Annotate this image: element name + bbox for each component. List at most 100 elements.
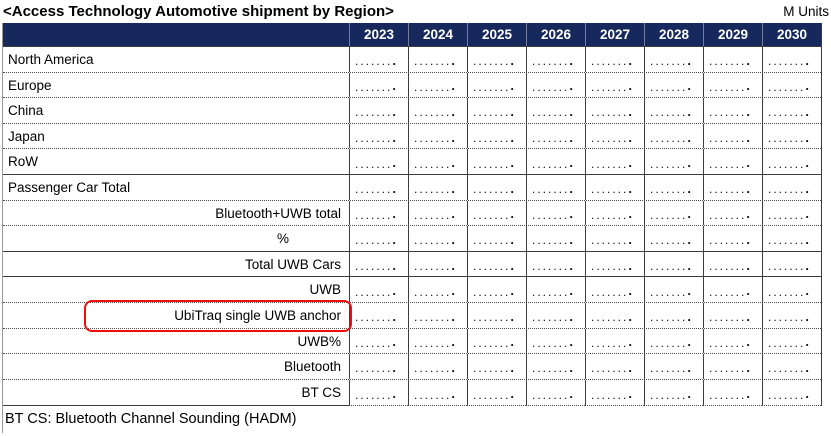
data-cell-uwb-percent-2029[interactable]: ........	[703, 328, 762, 354]
data-cell-europe-2027[interactable]: ........	[585, 72, 644, 98]
data-cell-bluetooth-2025[interactable]: ........	[467, 354, 526, 379]
data-cell-row-2027[interactable]: ........	[585, 149, 644, 174]
data-cell-ubitraq-single-uwb-anchor-2025[interactable]: ........	[467, 302, 526, 328]
data-cell-bluetooth-2027[interactable]: ........	[585, 354, 644, 379]
data-cell-ubitraq-single-uwb-anchor-2027[interactable]: ........	[585, 302, 644, 328]
data-cell-total-uwb-cars-2024[interactable]: ........	[408, 251, 467, 277]
data-cell-total-uwb-cars-2030[interactable]: ........	[762, 251, 821, 277]
row-label-percent[interactable]: %	[276, 231, 289, 247]
data-cell-percent-2023[interactable]: ........	[349, 226, 408, 251]
data-cell-japan-2028[interactable]: ........	[644, 123, 703, 149]
data-cell-bt-cs-2025[interactable]: ........	[467, 379, 526, 407]
data-cell-north-america-2029[interactable]: ........	[703, 47, 762, 72]
data-cell-north-america-2030[interactable]: ........	[762, 47, 821, 72]
data-cell-china-2027[interactable]: ........	[585, 98, 644, 123]
data-cell-bt-cs-2026[interactable]: ........	[526, 379, 585, 407]
data-cell-ubitraq-single-uwb-anchor-2030[interactable]: ........	[762, 302, 821, 328]
data-cell-uwb-2026[interactable]: ........	[526, 277, 585, 302]
data-cell-japan-2025[interactable]: ........	[467, 123, 526, 149]
data-cell-row-2026[interactable]: ........	[526, 149, 585, 174]
data-cell-uwb-percent-2028[interactable]: ........	[644, 328, 703, 354]
data-cell-bluetooth-uwb-total-2023[interactable]: ........	[349, 200, 408, 226]
data-cell-uwb-percent-2025[interactable]: ........	[467, 328, 526, 354]
data-cell-total-uwb-cars-2028[interactable]: ........	[644, 251, 703, 277]
data-cell-japan-2026[interactable]: ........	[526, 123, 585, 149]
data-cell-bluetooth-2023[interactable]: ........	[349, 354, 408, 379]
row-label-uwb[interactable]: UWB	[309, 282, 342, 298]
data-cell-japan-2029[interactable]: ........	[703, 123, 762, 149]
data-cell-north-america-2026[interactable]: ........	[526, 47, 585, 72]
data-cell-percent-2026[interactable]: ........	[526, 226, 585, 251]
data-cell-percent-2027[interactable]: ........	[585, 226, 644, 251]
data-cell-ubitraq-single-uwb-anchor-2029[interactable]: ........	[703, 302, 762, 328]
data-cell-passenger-car-total-2027[interactable]: ........	[585, 174, 644, 200]
data-cell-china-2024[interactable]: ........	[408, 98, 467, 123]
data-cell-row-2023[interactable]: ........	[349, 149, 408, 174]
row-label-china[interactable]: China	[8, 103, 44, 119]
data-cell-ubitraq-single-uwb-anchor-2028[interactable]: ........	[644, 302, 703, 328]
data-cell-ubitraq-single-uwb-anchor-2024[interactable]: ........	[408, 302, 467, 328]
data-cell-japan-2024[interactable]: ........	[408, 123, 467, 149]
data-cell-europe-2026[interactable]: ........	[526, 72, 585, 98]
data-cell-europe-2024[interactable]: ........	[408, 72, 467, 98]
data-cell-percent-2028[interactable]: ........	[644, 226, 703, 251]
data-cell-japan-2027[interactable]: ........	[585, 123, 644, 149]
data-cell-china-2025[interactable]: ........	[467, 98, 526, 123]
data-cell-uwb-2029[interactable]: ........	[703, 277, 762, 302]
data-cell-north-america-2027[interactable]: ........	[585, 47, 644, 72]
year-header-2029[interactable]: 2029	[703, 23, 762, 46]
row-label-bluetooth-uwb-total[interactable]: Bluetooth+UWB total	[215, 205, 341, 221]
data-cell-percent-2030[interactable]: ........	[762, 226, 821, 251]
row-label-uwb-percent[interactable]: UWB%	[297, 333, 342, 349]
data-cell-percent-2025[interactable]: ........	[467, 226, 526, 251]
row-label-row[interactable]: RoW	[8, 154, 38, 170]
data-cell-north-america-2024[interactable]: ........	[408, 47, 467, 72]
data-cell-percent-2024[interactable]: ........	[408, 226, 467, 251]
data-cell-row-2025[interactable]: ........	[467, 149, 526, 174]
data-cell-total-uwb-cars-2023[interactable]: ........	[349, 251, 408, 277]
data-cell-uwb-percent-2030[interactable]: ........	[762, 328, 821, 354]
data-cell-china-2029[interactable]: ........	[703, 98, 762, 123]
data-cell-north-america-2025[interactable]: ........	[467, 47, 526, 72]
data-cell-row-2028[interactable]: ........	[644, 149, 703, 174]
data-cell-bt-cs-2027[interactable]: ........	[585, 379, 644, 407]
data-cell-bt-cs-2023[interactable]: ........	[349, 379, 408, 407]
data-cell-passenger-car-total-2023[interactable]: ........	[349, 174, 408, 200]
data-cell-north-america-2023[interactable]: ........	[349, 47, 408, 72]
data-cell-total-uwb-cars-2026[interactable]: ........	[526, 251, 585, 277]
data-cell-uwb-percent-2027[interactable]: ........	[585, 328, 644, 354]
data-cell-uwb-2025[interactable]: ........	[467, 277, 526, 302]
data-cell-europe-2023[interactable]: ........	[349, 72, 408, 98]
data-cell-total-uwb-cars-2025[interactable]: ........	[467, 251, 526, 277]
data-cell-bt-cs-2028[interactable]: ........	[644, 379, 703, 407]
data-cell-bt-cs-2024[interactable]: ........	[408, 379, 467, 407]
data-cell-bluetooth-uwb-total-2030[interactable]: ........	[762, 200, 821, 226]
data-cell-uwb-2028[interactable]: ........	[644, 277, 703, 302]
data-cell-north-america-2028[interactable]: ........	[644, 47, 703, 72]
data-cell-europe-2029[interactable]: ........	[703, 72, 762, 98]
data-cell-passenger-car-total-2024[interactable]: ........	[408, 174, 467, 200]
row-label-bluetooth[interactable]: Bluetooth	[283, 359, 341, 375]
data-cell-europe-2025[interactable]: ........	[467, 72, 526, 98]
data-cell-total-uwb-cars-2027[interactable]: ........	[585, 251, 644, 277]
data-cell-total-uwb-cars-2029[interactable]: ........	[703, 251, 762, 277]
data-cell-ubitraq-single-uwb-anchor-2026[interactable]: ........	[526, 302, 585, 328]
year-header-2030[interactable]: 2030	[762, 23, 821, 46]
data-cell-row-2029[interactable]: ........	[703, 149, 762, 174]
row-label-japan[interactable]: Japan	[8, 128, 45, 144]
data-cell-bt-cs-2029[interactable]: ........	[703, 379, 762, 407]
year-header-2024[interactable]: 2024	[408, 23, 467, 46]
data-cell-bluetooth-2024[interactable]: ........	[408, 354, 467, 379]
year-header-2023[interactable]: 2023	[349, 23, 408, 46]
row-label-ubitraq-single-uwb-anchor[interactable]: UbiTraq single UWB anchor	[174, 307, 341, 323]
data-cell-uwb-2023[interactable]: ........	[349, 277, 408, 302]
data-cell-passenger-car-total-2030[interactable]: ........	[762, 174, 821, 200]
row-label-bt-cs[interactable]: BT CS	[3, 380, 349, 407]
data-cell-row-2024[interactable]: ........	[408, 149, 467, 174]
data-cell-japan-2023[interactable]: ........	[349, 123, 408, 149]
data-cell-bluetooth-uwb-total-2026[interactable]: ........	[526, 200, 585, 226]
row-label-north-america[interactable]: North America	[8, 52, 94, 67]
data-cell-uwb-percent-2023[interactable]: ........	[349, 328, 408, 354]
data-cell-japan-2030[interactable]: ........	[762, 123, 821, 149]
data-cell-uwb-percent-2026[interactable]: ........	[526, 328, 585, 354]
